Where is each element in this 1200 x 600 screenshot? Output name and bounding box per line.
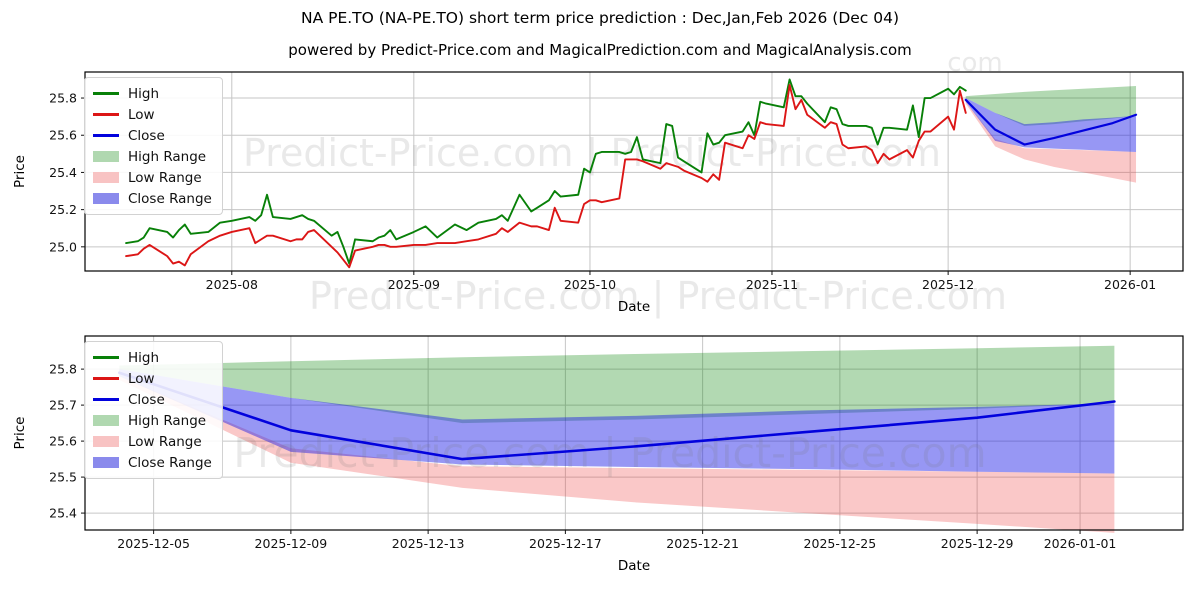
y-tick-label: 25.8 [49, 362, 77, 377]
legend-item: High [93, 83, 212, 104]
legend-fill-swatch [93, 436, 119, 447]
legend-item: Low Range [93, 431, 212, 452]
legend-label: Low Range [128, 169, 202, 186]
page-title: NA PE.TO (NA-PE.TO) short term price pre… [300, 9, 900, 27]
y-axis-label: Price [12, 417, 28, 450]
watermark: com [947, 48, 1003, 78]
legend-label: High [128, 85, 160, 102]
watermark: Predict-Price.com | Predict-Price.com [243, 131, 941, 176]
x-tick-label: 2026-01 [1104, 277, 1156, 292]
close-line [964, 98, 1138, 146]
x-tick-label: 2025-11 [746, 277, 798, 292]
low-range-band [119, 376, 1115, 533]
legend-line-swatch [93, 113, 119, 116]
watermark: Predict-Price.com | Predict-Price.com [233, 429, 986, 477]
high-line [125, 78, 967, 265]
x-tick-label: 2025-10 [564, 277, 616, 292]
y-tick-label: 25.4 [49, 165, 77, 180]
legend: High Low Close High Range Low Range Close Ran… [84, 341, 223, 479]
x-tick-label: 2026-01-01 [1044, 536, 1117, 551]
legend-item: Close [93, 389, 212, 410]
x-tick-label: 2025-12-09 [255, 536, 328, 551]
low-line [125, 84, 967, 269]
legend: High Low Close High Range Low Range Close Ran… [84, 77, 223, 215]
y-tick-label: 25.6 [49, 434, 77, 449]
x-tick-label: 2025-12-25 [804, 536, 877, 551]
watermark: Predict-Price.com | Predict-Price.com [309, 274, 1007, 319]
y-tick-label: 25.2 [49, 202, 77, 217]
x-tick-label: 2025-08 [206, 277, 258, 292]
low-range-band [965, 101, 1137, 183]
full-range-chart-svg: Predict-Price.com | Predict-Price.com Pre… [12, 48, 1184, 319]
x-tick-label: 2025-12-21 [666, 536, 739, 551]
legend-item: High [93, 347, 212, 368]
y-tick-label: 25.4 [49, 506, 77, 521]
legend-item: Low [93, 368, 212, 389]
x-tick-label: 2025-12-17 [529, 536, 602, 551]
y-axis-label: Price [12, 155, 28, 188]
legend-item: Low [93, 104, 212, 125]
page-subtitle: powered by Predict-Price.com and Magical… [288, 41, 912, 59]
high-range-band [119, 345, 1115, 424]
y-tick-label: 25.8 [49, 91, 77, 106]
legend-fill-swatch [93, 193, 119, 204]
y-tick-label: 25.6 [49, 128, 77, 143]
legend-item: Low Range [93, 167, 212, 188]
high-range-band [965, 85, 1137, 126]
legend-label: Close Range [128, 454, 212, 471]
x-tick-label: 2025-12-13 [392, 536, 465, 551]
x-tick-label: 2025-12-05 [117, 536, 190, 551]
x-axis-label: Date [618, 558, 650, 574]
legend-item: Close Range [93, 452, 212, 473]
legend-item: Close Range [93, 188, 212, 209]
x-tick-label: 2025-12-29 [941, 536, 1014, 551]
legend-label: Close [128, 391, 165, 408]
legend-label: High Range [128, 148, 207, 165]
close-line [118, 371, 1116, 461]
legend-label: Low [128, 370, 155, 387]
legend-fill-swatch [93, 151, 119, 162]
legend-item: High Range [93, 410, 212, 431]
y-tick-label: 25.0 [49, 239, 77, 254]
legend-item: High Range [93, 146, 212, 167]
legend-line-swatch [93, 377, 119, 380]
legend-line-swatch [93, 398, 119, 401]
legend-fill-swatch [93, 457, 119, 468]
legend-line-swatch [93, 134, 119, 137]
y-tick-label: 25.7 [49, 398, 77, 413]
x-tick-label: 2025-09 [388, 277, 440, 292]
legend-fill-swatch [93, 415, 119, 426]
x-axis-label: Date [618, 299, 650, 315]
x-tick-label: 2025-12 [922, 277, 974, 292]
legend-label: Close [128, 127, 165, 144]
close-range-band [965, 98, 1137, 152]
legend-label: High Range [128, 412, 207, 429]
legend-label: Low [128, 106, 155, 123]
legend-fill-swatch [93, 172, 119, 183]
legend-label: Close Range [128, 190, 212, 207]
y-tick-label: 25.5 [49, 470, 77, 485]
legend-label: Low Range [128, 433, 202, 450]
legend-label: High [128, 349, 160, 366]
legend-item: Close [93, 125, 212, 146]
full-range-chart: Predict-Price.com | Predict-Price.com Pre… [12, 48, 1184, 319]
legend-line-swatch [93, 356, 119, 359]
close-range-band [119, 369, 1115, 474]
legend-line-swatch [93, 92, 119, 95]
